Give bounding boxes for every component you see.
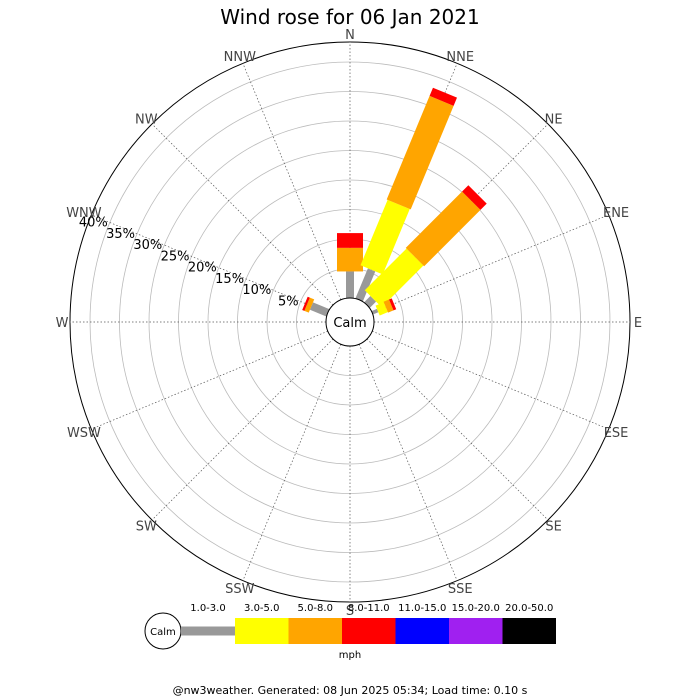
bar-n-1.0-3.0 <box>346 271 354 298</box>
spoke-se <box>366 338 549 521</box>
bar-segment <box>302 296 310 311</box>
bar-nne-8.0-11.0 <box>429 87 457 106</box>
bar-segment <box>462 185 487 210</box>
bar-segment <box>386 95 454 210</box>
legend-label-1.0-3.0: 1.0-3.0 <box>190 603 225 614</box>
bar-segment <box>337 233 363 248</box>
chart-title: Wind rose for 06 Jan 2021 <box>220 5 479 29</box>
bar-segment <box>429 87 457 106</box>
ring-label: 30% <box>133 238 162 253</box>
legend-label-20.0-50.0: 20.0-50.0 <box>505 603 553 614</box>
legend-swatch-5.0-8.0 <box>288 618 342 644</box>
ring-label: 40% <box>79 216 108 231</box>
bar-segment <box>375 302 388 316</box>
wind-bars <box>302 87 487 317</box>
spoke-sw <box>151 338 334 521</box>
spoke-ene <box>372 214 609 314</box>
spoke-nw <box>151 123 334 306</box>
spoke-nnw <box>242 63 342 300</box>
legend-swatch-15.0-20.0 <box>449 618 503 644</box>
spoke-ese <box>372 330 609 430</box>
legend-swatch-11.0-15.0 <box>395 618 449 644</box>
direction-label-ene: ENE <box>603 206 629 221</box>
ring-label: 35% <box>106 227 135 242</box>
direction-labels: N NNE NE ENE E ESE SE SSE S SSW SW WSW W WNW NW NNW <box>56 28 643 619</box>
direction-label-s: S <box>346 604 354 619</box>
bar-segment <box>389 298 397 311</box>
bar-segment <box>371 308 379 315</box>
ring-label: 5% <box>278 295 299 310</box>
legend-unit: mph <box>339 650 361 661</box>
bar-ene-8.0-11.0 <box>389 298 397 311</box>
grid-ring <box>148 120 552 524</box>
direction-label-wsw: WSW <box>67 426 101 441</box>
speed-legend: Calm 1.0-3.0 3.0-5.0 5.0-8.0 8.0-11.0 11.0-15… <box>144 603 556 661</box>
bar-segment <box>383 299 394 313</box>
bar-wnw-1.0-3.0 <box>309 302 330 317</box>
legend-label-3.0-5.0: 3.0-5.0 <box>244 603 279 614</box>
spoke-ssw <box>242 344 342 581</box>
spoke-wsw <box>91 330 328 430</box>
legend-swatch-8.0-11.0 <box>342 618 396 644</box>
legend-label-5.0-8.0: 5.0-8.0 <box>298 603 333 614</box>
direction-label-se: SE <box>545 520 561 535</box>
bar-segment <box>346 271 354 298</box>
footer-text: @nw3weather. Generated: 08 Jun 2025 05:3… <box>173 684 528 697</box>
legend-swatch-3.0-5.0 <box>235 618 289 644</box>
ring-label: 15% <box>215 272 244 287</box>
ring-labels: 5% 10%15%20%25%30%35%40% <box>79 216 299 310</box>
bar-segment <box>304 297 315 313</box>
spoke-wnw <box>91 214 328 314</box>
bar-ne-3.0-5.0 <box>364 248 424 308</box>
legend-swatch-1.0-3.0 <box>181 626 235 636</box>
direction-label-wnw: WNW <box>66 206 102 221</box>
bar-n-5.0-8.0 <box>337 247 363 272</box>
bar-ene-5.0-8.0 <box>383 299 394 313</box>
direction-label-ssw: SSW <box>225 582 255 597</box>
bar-segment <box>355 268 376 302</box>
bar-ene-1.0-3.0 <box>371 308 379 315</box>
bar-ne-5.0-8.0 <box>405 191 481 267</box>
direction-label-sw: SW <box>136 520 157 535</box>
legend-label-15.0-20.0: 15.0-20.0 <box>452 603 500 614</box>
direction-label-ese: ESE <box>604 426 629 441</box>
bar-ne-8.0-11.0 <box>462 185 487 210</box>
spoke-sse <box>358 344 458 581</box>
calm-label: Calm <box>333 316 366 331</box>
calm-circle <box>325 297 375 347</box>
bar-nne-3.0-5.0 <box>360 199 410 275</box>
legend-label-11.0-15.0: 11.0-15.0 <box>398 603 446 614</box>
ring-label: 10% <box>242 283 271 298</box>
legend-calm-label: Calm <box>150 627 176 638</box>
bar-n-8.0-11.0 <box>337 233 363 248</box>
bar-nne-1.0-3.0 <box>355 268 376 302</box>
ring-label: 25% <box>161 249 190 264</box>
direction-label-sse: SSE <box>448 582 473 597</box>
ring-label: 20% <box>188 261 217 276</box>
direction-label-e: E <box>634 316 642 331</box>
legend-swatch-20.0-50.0 <box>502 618 556 644</box>
bar-ene-3.0-5.0 <box>375 302 388 316</box>
bar-segment <box>309 302 330 317</box>
bar-segment <box>405 191 481 267</box>
legend-label-8.0-11.0: 8.0-11.0 <box>348 603 390 614</box>
bar-segment <box>364 248 424 308</box>
bar-segment <box>360 199 410 275</box>
direction-label-nnw: NNW <box>224 50 256 65</box>
direction-label-ne: NE <box>545 112 563 127</box>
bar-nne-5.0-8.0 <box>386 95 454 210</box>
grid-ring <box>207 179 493 465</box>
direction-label-nne: NNE <box>446 50 474 65</box>
bar-wnw-5.0-8.0 <box>304 297 315 313</box>
bar-wnw-8.0-11.0 <box>302 296 310 311</box>
bar-segment <box>337 247 363 272</box>
direction-label-n: N <box>345 28 355 43</box>
direction-label-nw: NW <box>135 112 158 127</box>
direction-label-w: W <box>56 316 69 331</box>
